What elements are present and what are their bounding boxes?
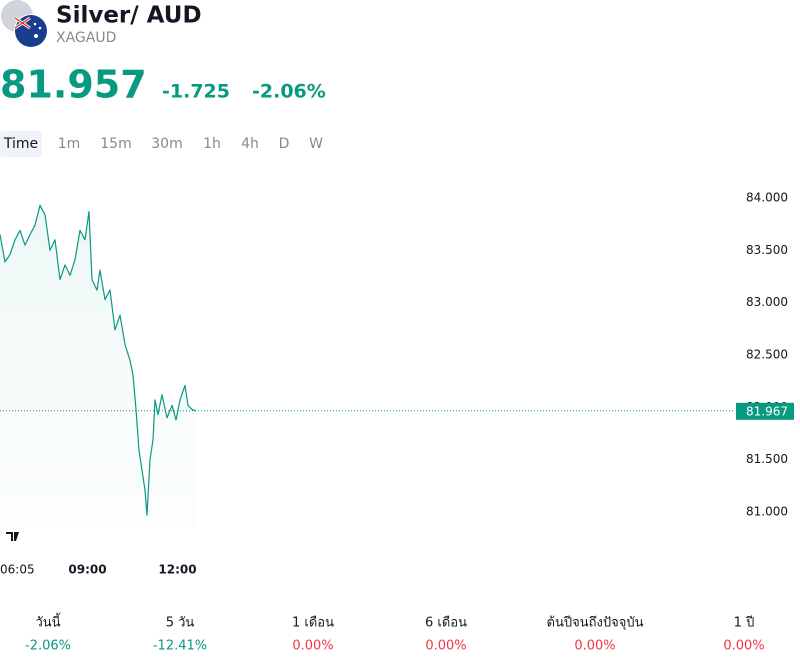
y-tick-label: 81.000 — [746, 505, 788, 519]
tab[interactable]: 1h — [203, 136, 221, 152]
last-price-tag — [736, 402, 794, 420]
y-tick-label: 84.000 — [746, 190, 788, 204]
tabs: Time 1m 15m 30m 1h 4h D W — [3, 136, 323, 152]
tab[interactable]: W — [309, 136, 323, 152]
tv-logo — [1, 523, 27, 549]
tab[interactable]: Time — [3, 136, 38, 152]
y-tick-label: 82.500 — [746, 348, 788, 362]
tab[interactable]: 15m — [100, 136, 131, 152]
change: -1.725 — [162, 81, 230, 103]
change-percent: -2.06% — [252, 81, 326, 103]
x-tick-label: 09:00 — [68, 563, 106, 577]
stat-value: 0.00% — [292, 639, 333, 654]
stat-value: 0.00% — [574, 639, 615, 654]
flag-icons — [1, 0, 48, 48]
x-tick-label: 12:00 — [158, 563, 196, 577]
stat-label: 6 เดือน — [425, 615, 467, 631]
title: Silver/ AUD — [56, 3, 202, 29]
tab[interactable]: 1m — [58, 136, 81, 152]
stat-label: 5 วัน — [166, 616, 195, 631]
area — [0, 205, 196, 529]
tab[interactable]: D — [279, 136, 290, 152]
tab[interactable]: 30m — [151, 136, 182, 152]
stat-value: -2.06% — [25, 639, 71, 654]
price-line — [0, 204, 197, 516]
stat-value: 0.00% — [723, 639, 764, 654]
stat-label: ต้นปีจนถึงปัจจุบัน — [547, 615, 644, 631]
stat-value: -12.41% — [153, 639, 207, 654]
x-tick-label: 06:05 — [0, 563, 35, 577]
y-tick-label: 83.000 — [746, 295, 788, 309]
symbol: XAGAUD — [56, 30, 116, 46]
plot: 81.00081.50082.00082.50083.00083.50084.0… — [0, 190, 794, 577]
y-tick-label: 81.500 — [746, 452, 788, 466]
stat-label: 1 เดือน — [292, 615, 334, 631]
stat-label: 1 ปี — [734, 615, 755, 631]
y-tick-label: 83.500 — [746, 243, 788, 257]
stat-value: 0.00% — [425, 639, 466, 654]
tab[interactable]: 4h — [241, 136, 259, 152]
last-price-label: 81.967 — [746, 404, 788, 418]
stat-label: วันนี้ — [35, 613, 61, 631]
active-tab-bg — [0, 131, 42, 157]
stats: วันนี้ -2.06% 5 วัน -12.41% 1 เดือน 0.00% 6 เด… — [25, 613, 765, 654]
price: 81.957 — [0, 63, 147, 107]
